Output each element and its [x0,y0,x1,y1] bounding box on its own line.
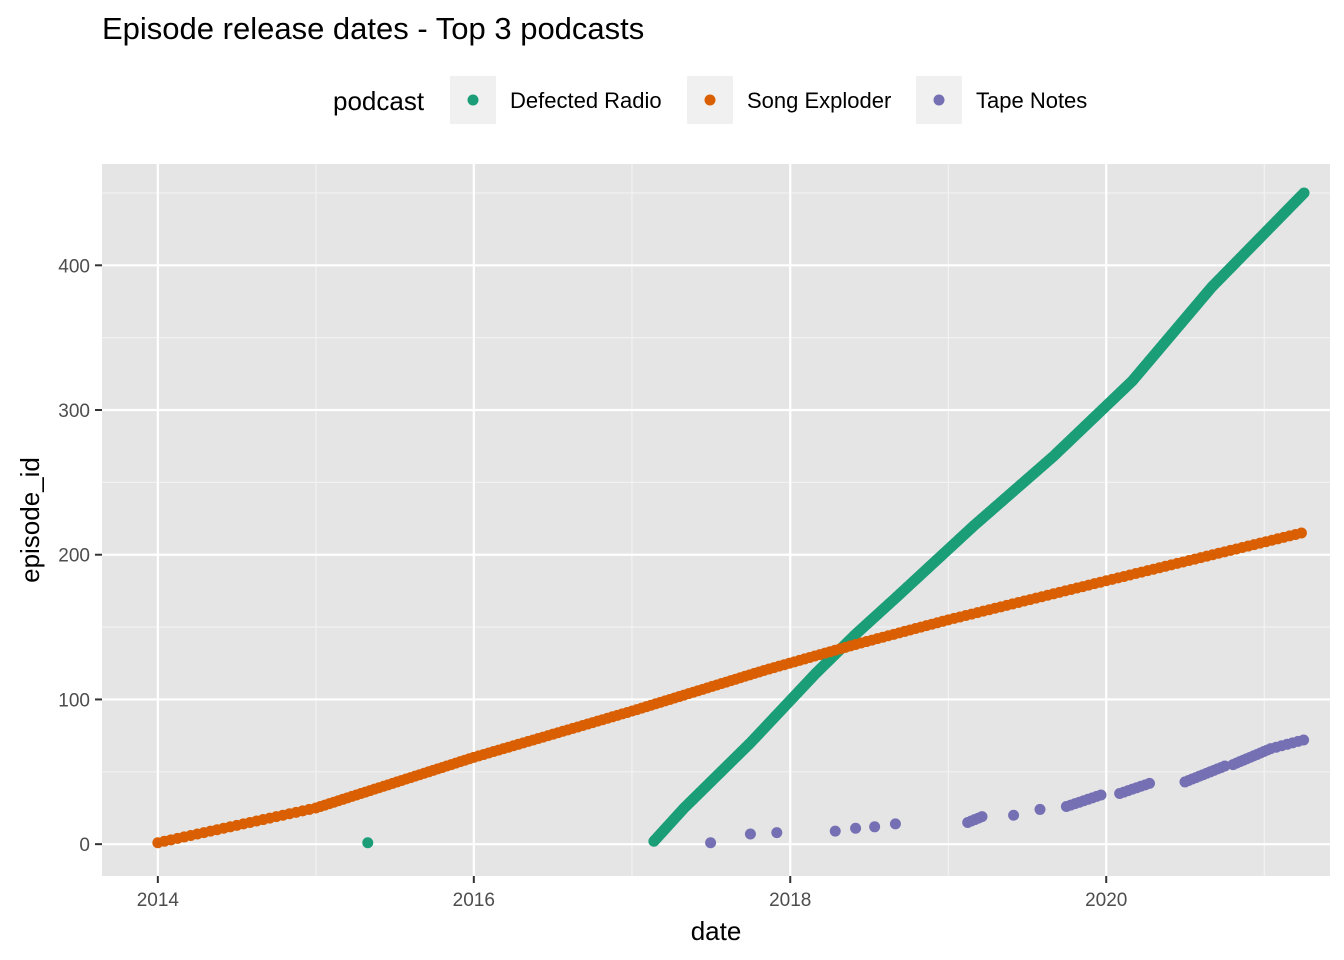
y-tick-label: 400 [58,256,90,277]
y-tick-label: 100 [58,690,90,711]
series-2 [705,734,1310,849]
y-axis-title: episode_id [15,457,45,583]
data-point [705,837,717,849]
data-point [362,837,374,849]
series-1 [152,527,1307,849]
y-tick-label: 200 [58,546,90,567]
data-point [1095,789,1107,801]
data-point [869,821,881,833]
legend-label: Defected Radio [510,88,662,113]
data-point [1008,809,1020,821]
legend-item: Tape Notes [916,76,1087,124]
data-point [829,825,841,837]
chart-title: Episode release dates - Top 3 podcasts [102,11,644,46]
x-tick-label: 2014 [137,890,180,911]
data-point [1034,803,1046,815]
legend-item: Defected Radio [450,76,662,124]
legend-label: Song Exploder [747,88,891,113]
legend-title: podcast [333,86,425,116]
x-tick-label: 2016 [453,890,495,911]
legend: podcast Defected Radio Song Exploder Tape … [333,76,1087,124]
data-points [152,187,1310,849]
data-point [850,822,862,834]
x-axis-title: date [691,916,742,946]
legend-label: Tape Notes [976,88,1087,113]
data-point [889,818,901,830]
y-tick-label: 0 [79,835,90,856]
legend-item: Song Exploder [687,76,891,124]
data-point [1219,760,1231,772]
plot-panel [102,164,1330,876]
legend-swatch [467,94,479,106]
data-point [1298,734,1310,746]
data-point [1295,527,1307,539]
x-tick-label: 2018 [769,890,811,911]
legend-swatch [933,94,945,106]
data-point [744,828,756,840]
axis-ticks: 2014 2016 2018 2020 0 100 200 300 400 [58,256,1127,911]
data-point [1298,187,1310,199]
legend-swatch [704,94,716,106]
y-tick-label: 300 [58,401,90,422]
data-point [1144,777,1155,789]
x-tick-label: 2020 [1085,890,1127,911]
data-point [771,827,783,839]
data-point [976,811,988,823]
